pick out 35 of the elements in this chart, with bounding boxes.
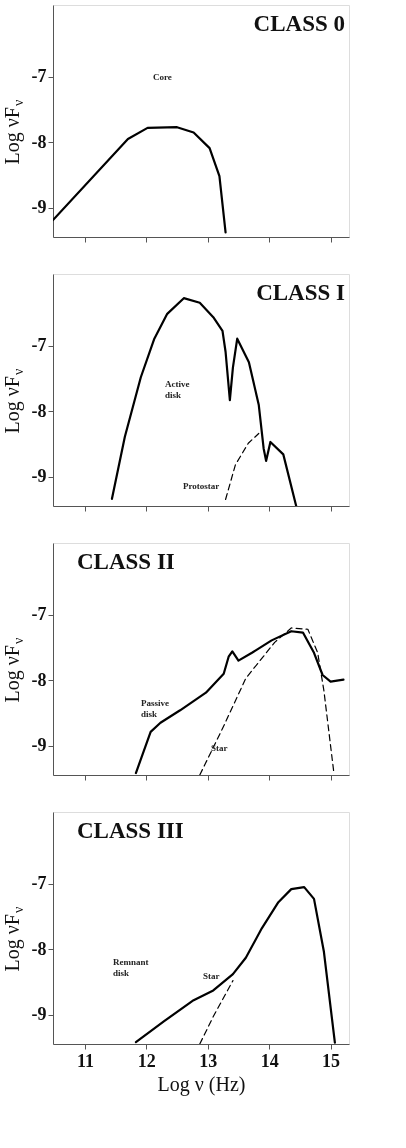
y-tick-label: -7 — [31, 604, 47, 625]
x-axis-title: Log ν (Hz) — [157, 1072, 246, 1096]
x-tick-label: 14 — [260, 1050, 279, 1071]
annotation: Protostar — [183, 481, 220, 491]
x-tick-label: 15 — [322, 1050, 341, 1071]
y-tick-label: -7 — [31, 66, 47, 87]
y-tick-label: -9 — [31, 735, 47, 756]
y-axis-title: Log νFν — [1, 906, 26, 972]
y-tick-label: -9 — [31, 466, 47, 487]
y-axis-title: Log νFν — [1, 99, 26, 165]
annotation: Remnant disk — [113, 957, 149, 978]
chart-title: CLASS I — [256, 280, 346, 305]
x-tick-label: 11 — [76, 1050, 94, 1071]
chart-title: CLASS II — [77, 549, 175, 574]
annotation: Active disk — [165, 379, 190, 400]
y-tick-label: -9 — [31, 197, 47, 218]
y-tick-label: -8 — [31, 669, 47, 690]
y-tick-label: -7 — [31, 873, 47, 894]
y-tick-label: -8 — [31, 400, 47, 421]
annotation: Core — [153, 72, 172, 82]
y-tick-label: -7 — [31, 335, 47, 356]
annotation: Star — [203, 971, 220, 981]
y-tick-label: -8 — [31, 938, 47, 959]
annotation: Passive disk — [141, 698, 169, 719]
line-series — [224, 432, 260, 501]
line-series — [53, 126, 227, 234]
y-tick-label: -8 — [31, 131, 47, 152]
line-series — [134, 630, 345, 775]
y-axis-title: Log νFν — [1, 368, 26, 434]
chart-title: CLASS 0 — [253, 11, 345, 36]
y-tick-label: -9 — [31, 1004, 47, 1025]
chart-title: CLASS III — [77, 818, 184, 843]
x-tick-label: 13 — [199, 1050, 218, 1071]
y-axis-title: Log νFν — [1, 637, 26, 703]
x-tick-label: 12 — [137, 1050, 156, 1071]
